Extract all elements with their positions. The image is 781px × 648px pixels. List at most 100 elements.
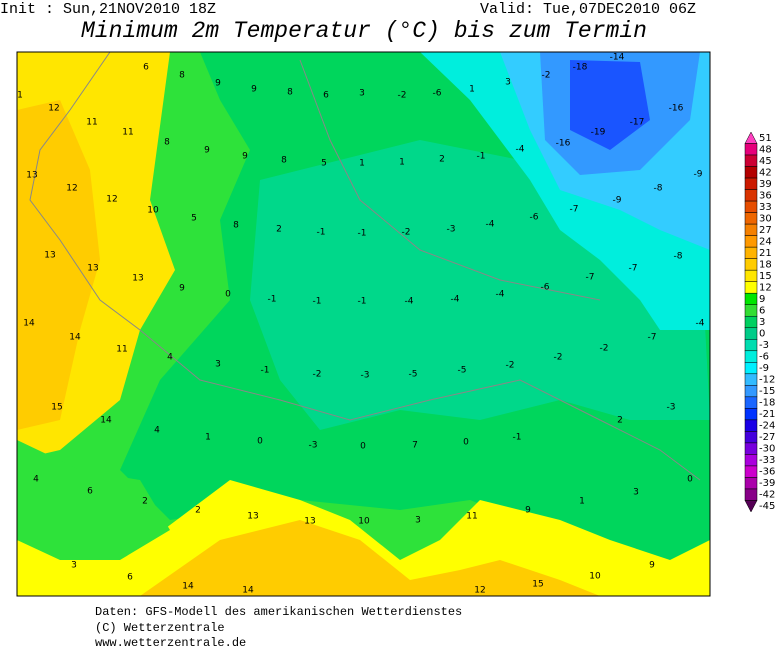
map-value-label: 11 (466, 512, 477, 522)
colorbar-segment (744, 246, 758, 259)
colorbar-label: 42 (759, 167, 772, 178)
colorbar-label: 9 (759, 294, 765, 305)
colorbar-label: 3 (759, 317, 765, 328)
colorbar-label: 39 (759, 179, 772, 190)
map-value-label: 0 (225, 290, 231, 300)
colorbar-label: -6 (759, 352, 769, 363)
map-value-label: -3 (309, 441, 318, 451)
colorbar-label: 24 (759, 236, 772, 247)
colorbar-label: -30 (759, 444, 775, 455)
map-value-label: -9 (613, 196, 622, 206)
map-value-label: -8 (674, 252, 683, 262)
map-value-label: -1 (317, 228, 326, 238)
map-value-label: -8 (654, 184, 663, 194)
colorbar-segment (744, 396, 758, 409)
map-value-label: -1 (513, 433, 522, 443)
map-value-label: 6 (143, 63, 149, 73)
colorbar-segment (744, 408, 758, 421)
map-value-label: 0 (360, 442, 366, 452)
map-value-label: -4 (486, 220, 495, 230)
init-time: Init : Sun,21NOV2010 18Z (0, 1, 216, 18)
map-value-label: -4 (451, 295, 460, 305)
colorbar-end (744, 500, 758, 513)
map-value-label: 2 (195, 506, 201, 516)
map-value-label: -2 (313, 370, 322, 380)
map-frame (16, 51, 711, 597)
colorbar-segment (744, 385, 758, 398)
colorbar-segment (744, 488, 758, 501)
map-value-label: -2 (402, 228, 411, 238)
map-value-label: -5 (458, 366, 467, 376)
colorbar-label: 51 (759, 133, 772, 144)
map-value-label: 0 (687, 475, 693, 485)
colorbar-label: -18 (759, 398, 775, 409)
colorbar-label: 27 (759, 225, 772, 236)
map-value-label: -7 (586, 273, 595, 283)
map-value-label: -4 (516, 145, 525, 155)
map-value-label: -4 (405, 297, 414, 307)
colorbar-segment (744, 143, 758, 156)
map-value-label: 11 (122, 128, 133, 138)
map-value-label: 8 (281, 156, 287, 166)
map-value-label: 13 (304, 517, 315, 527)
colorbar-segment (744, 258, 758, 271)
map-value-label: -7 (570, 205, 579, 215)
map-value-label: 7 (412, 441, 418, 451)
map-value-label: -17 (630, 118, 645, 128)
colorbar-label: 15 (759, 271, 772, 282)
map-value-label: 12 (474, 586, 485, 596)
map-value-label: -7 (629, 264, 638, 274)
map-value-label: 8 (164, 138, 170, 148)
colorbar-label: 6 (759, 305, 765, 316)
map-value-label: 1 (359, 159, 365, 169)
map-value-label: 12 (48, 104, 59, 114)
colorbar-segment (744, 154, 758, 167)
colorbar-segment (744, 419, 758, 432)
map-value-label: -3 (447, 225, 456, 235)
colorbar-label: 36 (759, 190, 772, 201)
map-value-label: 13 (247, 512, 258, 522)
map-value-label: 3 (359, 89, 365, 99)
colorbar-segment (744, 442, 758, 455)
map-value-label: 2 (439, 155, 445, 165)
map-value-label: -1 (358, 297, 367, 307)
colorbar-label: -33 (759, 455, 775, 466)
map-value-label: 2 (142, 497, 148, 507)
map-value-label: -2 (542, 71, 551, 81)
footer-line: Daten: GFS-Modell des amerikanischen Wet… (95, 605, 462, 619)
map-value-label: -19 (591, 128, 606, 138)
map-value-label: 3 (71, 561, 77, 571)
map-value-label: 12 (66, 184, 77, 194)
colorbar-label: 12 (759, 282, 772, 293)
colorbar-label: 30 (759, 213, 772, 224)
map-value-label: 10 (147, 206, 159, 216)
map-value-label: 1 (579, 497, 585, 507)
map-value-label: 1 (17, 91, 23, 101)
map-value-label: 4 (167, 353, 173, 363)
map-value-label: 8 (179, 71, 185, 81)
map-value-label: 9 (215, 79, 221, 89)
map-value-label: 14 (69, 333, 81, 343)
map-value-label: -16 (556, 139, 571, 149)
colorbar-segment (744, 223, 758, 236)
colorbar-label: -39 (759, 478, 775, 489)
colorbar-label: -27 (759, 432, 775, 443)
colorbar-segment (744, 315, 758, 329)
footer-line: www.wetterzentrale.de (95, 636, 246, 648)
map-value-label: 1 (205, 433, 211, 443)
map-value-label: -14 (610, 53, 625, 63)
map-value-label: -4 (696, 319, 705, 329)
map-value-label: 1 (469, 85, 475, 95)
map-value-label: 6 (127, 573, 133, 583)
map-value-label: 5 (191, 214, 197, 224)
map-value-label: 4 (33, 475, 39, 485)
colorbar-label: -21 (759, 409, 775, 420)
map-value-label: 14 (100, 416, 112, 426)
colorbar-end (744, 131, 758, 144)
map-value-label: 0 (257, 437, 263, 447)
map-value-label: -2 (398, 91, 407, 101)
map-value-label: 8 (287, 88, 293, 98)
map-value-label: 10 (589, 572, 601, 582)
